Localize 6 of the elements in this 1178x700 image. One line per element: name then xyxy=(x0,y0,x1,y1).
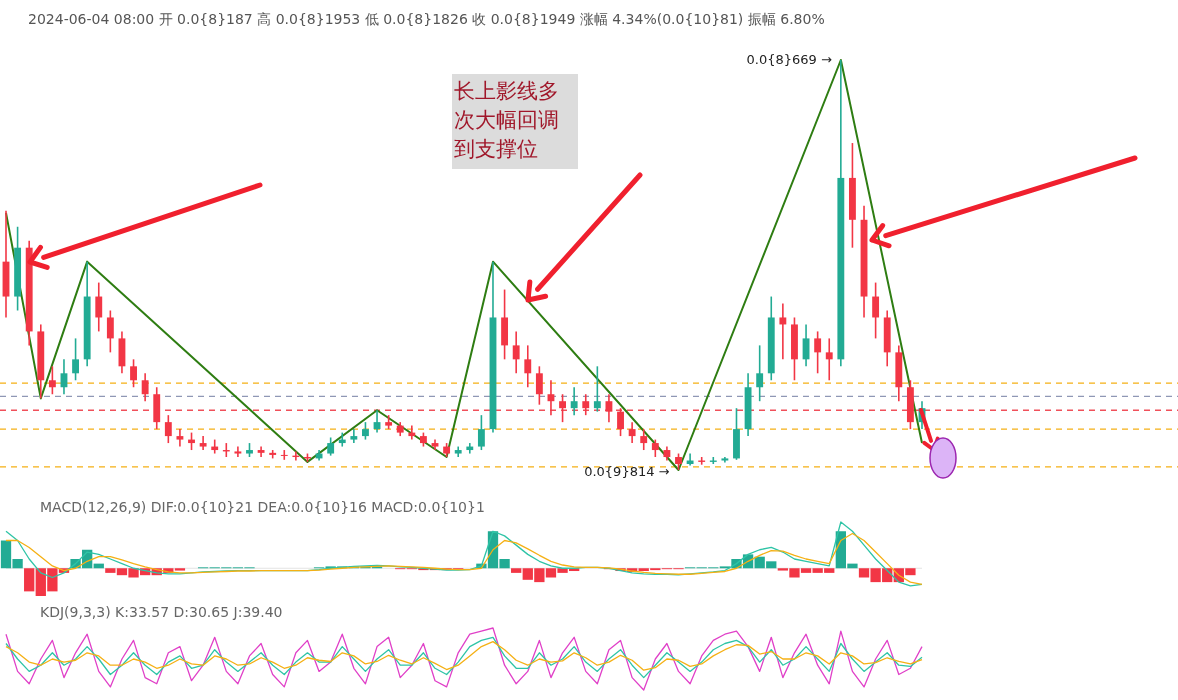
chart-title: KDJ(9,3,3) K:33.57 D:30.65 J:39.40 xyxy=(40,604,283,620)
annotation: 0.0{8}669 → xyxy=(746,52,832,67)
chart-title: MACD(12,26,9) DIF:0.0{10}21 DEA:0.0{10}16 MACD:0.0{10}1 xyxy=(40,499,485,515)
chart-title: 2024-06-04 08:00 开 0.0{8}187 高 0.0{8}1953 低 0.0{8}1826 收 0.0{8}1949 涨幅 4.34%(0.0{10}81) 振幅 6.80% xyxy=(28,11,825,27)
annotation: 0.0{9}814 → xyxy=(584,464,670,479)
annotation: 长上影线多次大幅回调到支撑位 xyxy=(454,79,559,161)
